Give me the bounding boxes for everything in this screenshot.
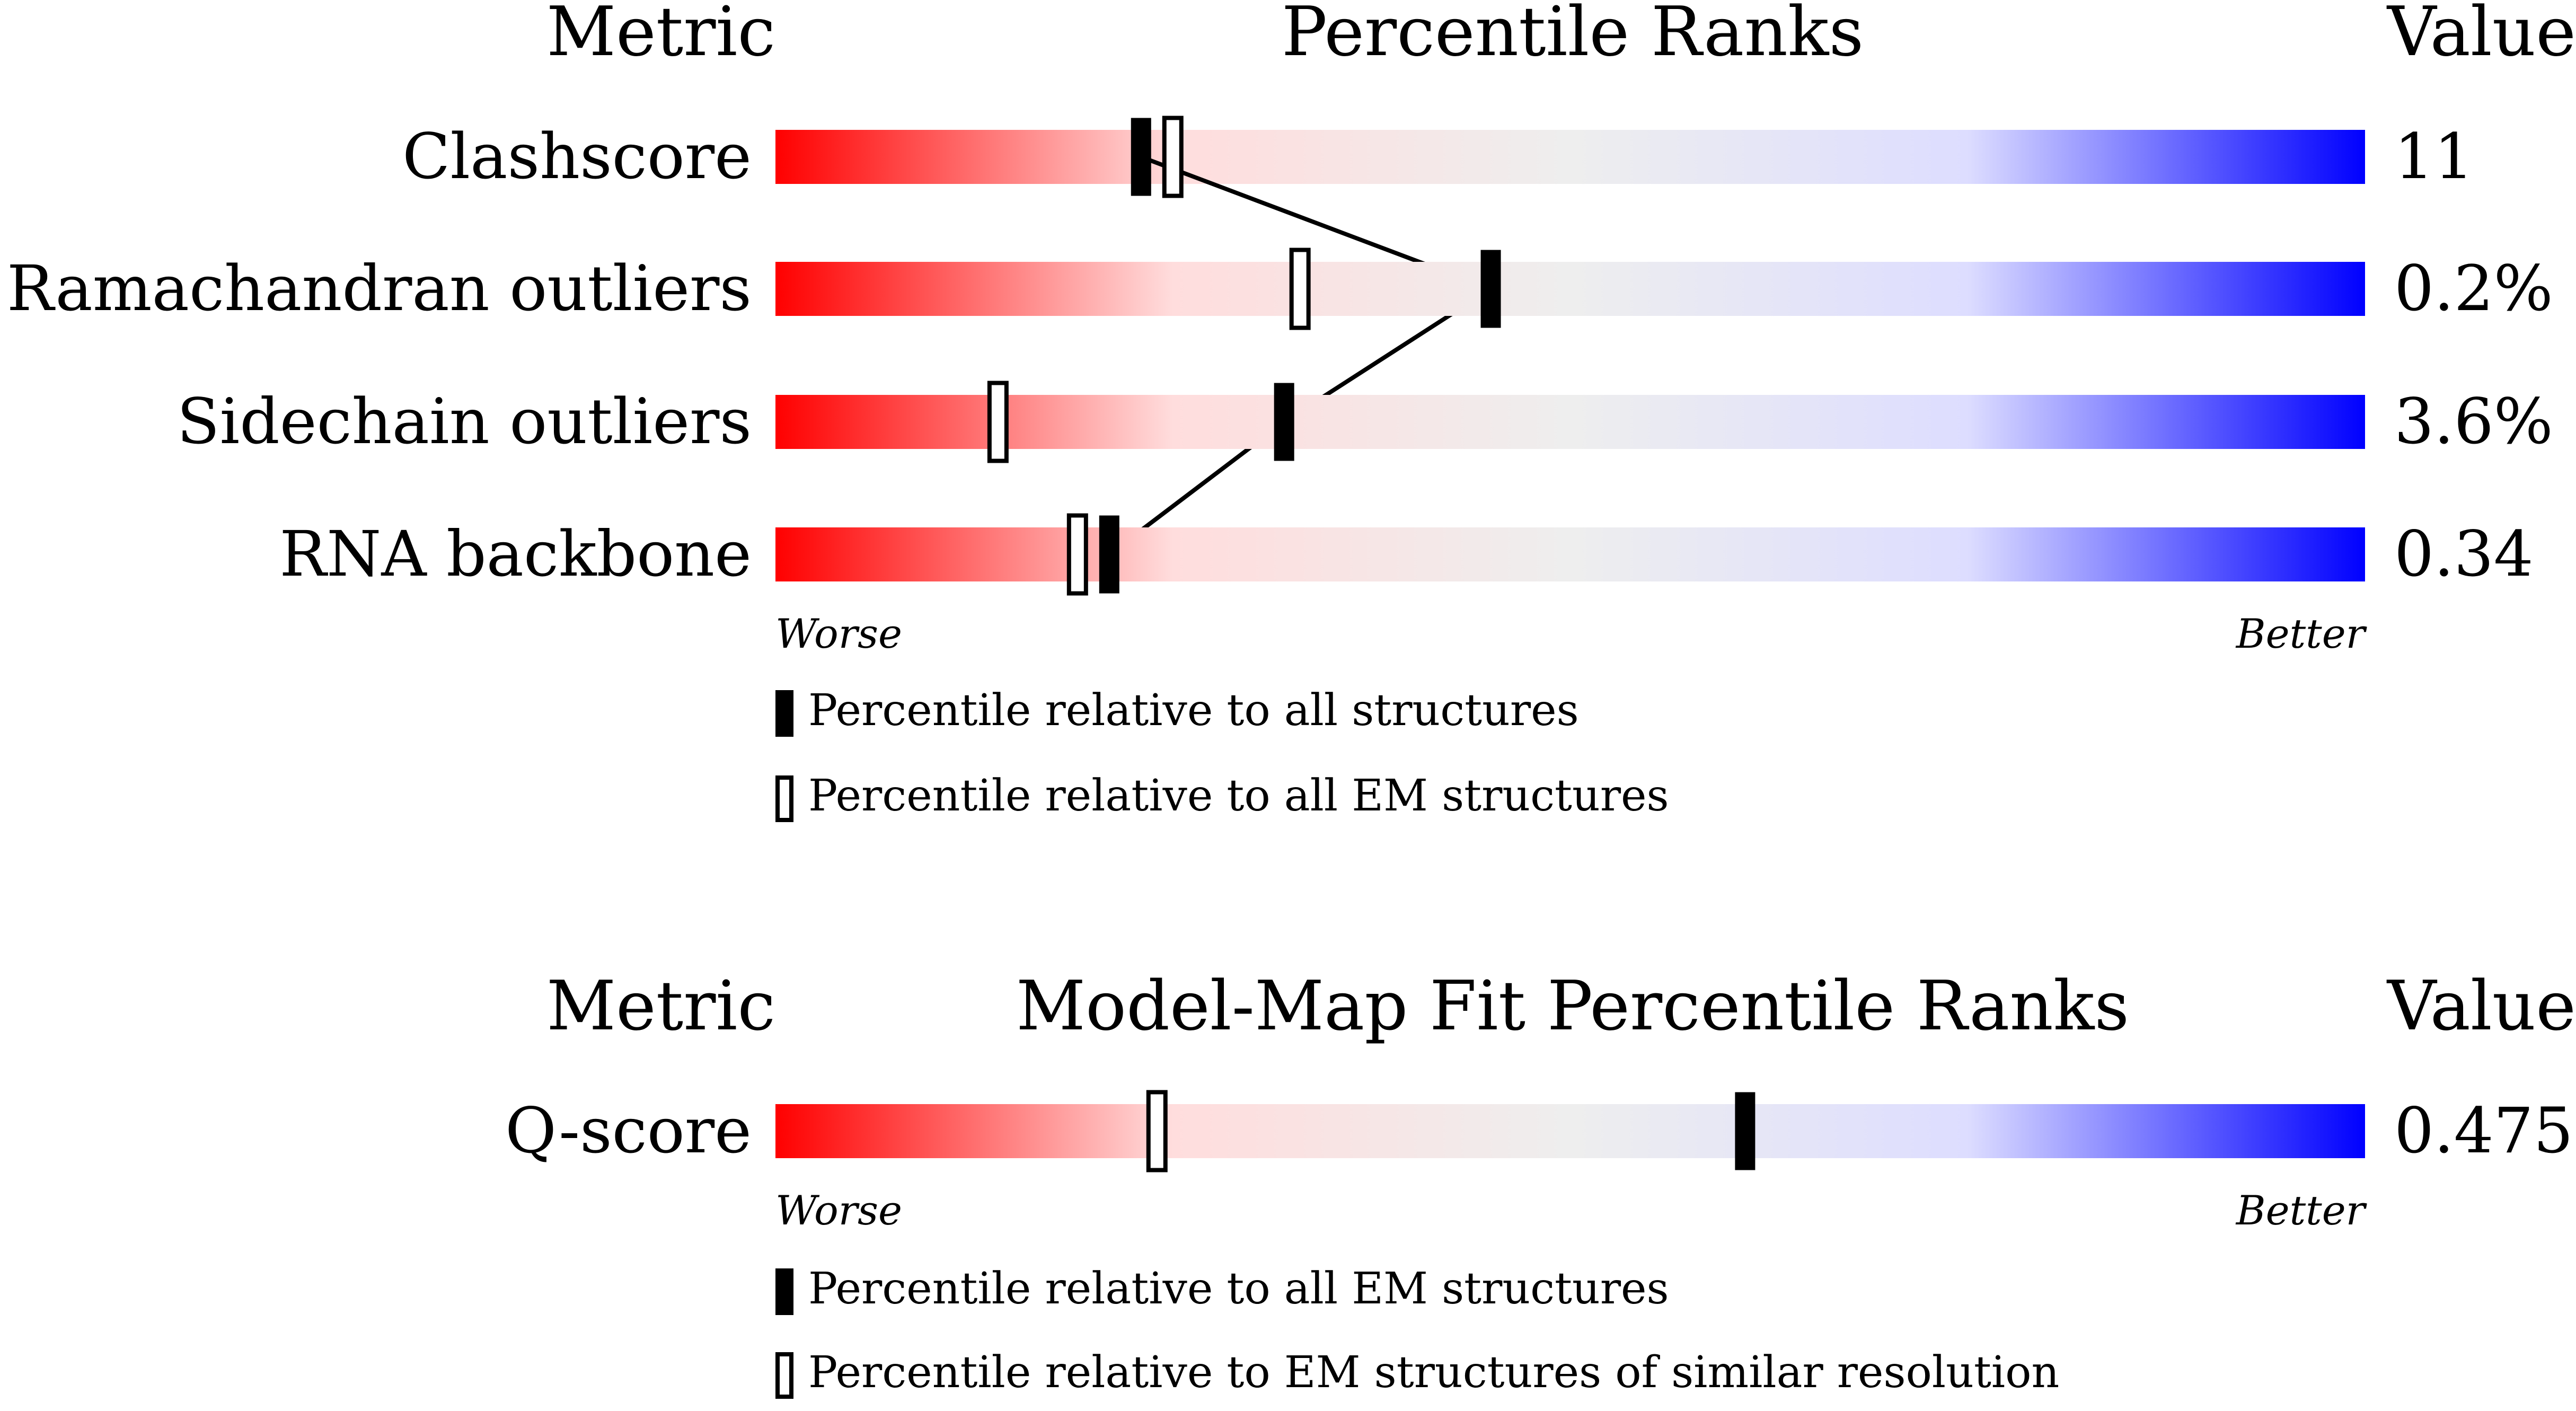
legend-label: Percentile relative to all EM structures — [808, 771, 1669, 821]
marker-em — [987, 381, 1009, 463]
metric-label: RNA backbone — [279, 517, 752, 590]
marker-em — [1289, 248, 1311, 330]
connector-line — [1108, 155, 1496, 557]
scale-better-label: Better — [2235, 1187, 2368, 1234]
scale-worse-label: Worse — [775, 1187, 902, 1234]
percentile-bar — [775, 527, 2365, 581]
metric-label: Q-score — [505, 1094, 752, 1167]
header-title: Percentile Ranks — [1282, 0, 1864, 72]
marker-all — [1131, 118, 1151, 196]
marker-all — [1735, 1092, 1755, 1170]
marker-all — [1099, 515, 1119, 594]
marker-all — [1480, 250, 1501, 328]
scale-worse-label: Worse — [775, 610, 902, 657]
percentile-bar — [775, 130, 2365, 184]
metric-value: 3.6% — [2394, 385, 2553, 458]
header-value: Value — [2386, 967, 2576, 1046]
header-title: Model-Map Fit Percentile Ranks — [1016, 967, 2129, 1046]
metric-label: Clashscore — [402, 120, 752, 193]
marker-em — [1066, 513, 1088, 596]
header-value: Value — [2386, 0, 2576, 72]
marker-all — [1274, 383, 1294, 461]
metric-value: 0.475 — [2394, 1094, 2573, 1167]
legend-label: Percentile relative to all EM structures — [808, 1264, 1669, 1314]
percentile-bar — [775, 395, 2365, 449]
legend-marker-filled — [775, 690, 793, 737]
percentile-bar — [775, 1104, 2365, 1158]
metric-label: Sidechain outliers — [177, 385, 752, 458]
legend-marker-hollow — [775, 1352, 793, 1399]
legend-marker-hollow — [775, 775, 793, 822]
header-metric: Metric — [546, 0, 775, 72]
legend-label: Percentile relative to EM structures of … — [808, 1347, 2059, 1398]
metric-label: Ramachandran outliers — [7, 252, 752, 325]
marker-em — [1146, 1090, 1168, 1172]
header-metric: Metric — [546, 967, 775, 1046]
scale-better-label: Better — [2235, 610, 2368, 657]
metric-value: 11 — [2394, 120, 2474, 193]
legend-marker-filled — [775, 1268, 793, 1315]
percentile-bar — [775, 262, 2365, 316]
marker-em — [1162, 116, 1184, 198]
legend-label: Percentile relative to all structures — [808, 685, 1579, 736]
metric-value: 0.34 — [2394, 517, 2534, 590]
metric-value: 0.2% — [2394, 252, 2553, 325]
